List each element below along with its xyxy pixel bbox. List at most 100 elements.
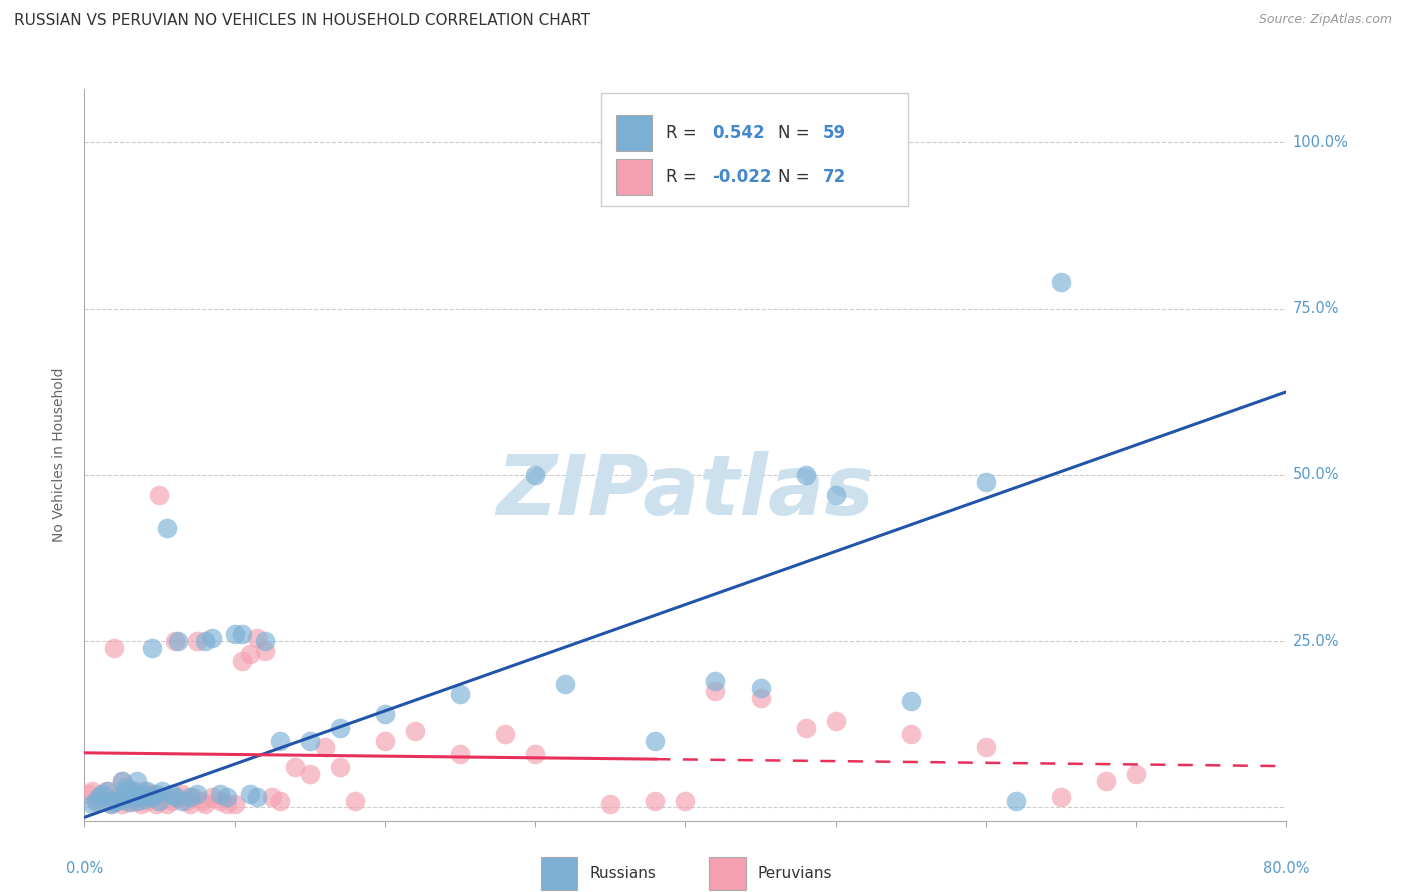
Text: 75.0%: 75.0% <box>1292 301 1339 316</box>
Point <box>100 797 122 811</box>
Point <box>148 488 170 502</box>
Point <box>208 794 231 808</box>
Text: N =: N = <box>778 168 815 186</box>
Bar <box>616 115 652 152</box>
Point <box>156 797 179 811</box>
Point <box>107 790 129 805</box>
Point <box>131 790 153 805</box>
Point <box>80 797 103 811</box>
Point <box>111 773 134 788</box>
Point <box>96 783 118 797</box>
Point <box>374 707 396 722</box>
Point <box>125 794 148 808</box>
Point <box>524 467 547 482</box>
Point <box>374 734 396 748</box>
Point <box>644 734 666 748</box>
Bar <box>710 857 745 889</box>
Point <box>121 795 143 809</box>
Point <box>179 790 201 805</box>
Point <box>103 640 125 655</box>
Point <box>201 631 224 645</box>
Text: RUSSIAN VS PERUVIAN NO VEHICLES IN HOUSEHOLD CORRELATION CHART: RUSSIAN VS PERUVIAN NO VEHICLES IN HOUSE… <box>14 13 591 29</box>
Point <box>181 790 204 805</box>
Point <box>794 467 817 482</box>
Point <box>1095 773 1118 788</box>
Point <box>494 727 516 741</box>
Point <box>524 747 547 761</box>
Point <box>675 794 697 808</box>
Point <box>314 740 336 755</box>
Point <box>298 734 321 748</box>
Point <box>208 787 231 801</box>
Point <box>152 790 174 805</box>
Point <box>298 767 321 781</box>
Point <box>201 790 224 805</box>
Point <box>194 797 217 811</box>
Bar <box>616 159 652 195</box>
Point <box>145 797 167 811</box>
Point <box>121 787 143 801</box>
Point <box>1125 767 1147 781</box>
Point <box>86 794 108 808</box>
Bar <box>541 857 578 889</box>
Point <box>974 740 997 755</box>
Point <box>269 734 291 748</box>
Point <box>122 783 145 797</box>
Point <box>824 714 846 728</box>
Point <box>246 790 269 805</box>
Point <box>253 634 276 648</box>
Point <box>449 747 471 761</box>
Text: -0.022: -0.022 <box>711 168 772 186</box>
Point <box>141 790 163 805</box>
Point <box>749 681 772 695</box>
Point <box>136 794 159 808</box>
Point <box>239 787 262 801</box>
Point <box>1050 790 1073 805</box>
Point <box>269 794 291 808</box>
Point <box>103 795 125 809</box>
Point <box>96 783 118 797</box>
Point <box>194 634 217 648</box>
Point <box>900 694 922 708</box>
Point <box>80 783 103 797</box>
Point <box>114 783 136 797</box>
Text: 50.0%: 50.0% <box>1292 467 1339 483</box>
Point <box>134 792 156 806</box>
Point <box>329 760 352 774</box>
Point <box>239 648 262 662</box>
Point <box>170 787 193 801</box>
Point <box>145 787 167 801</box>
Point <box>217 790 239 805</box>
Point <box>134 783 156 797</box>
Text: 59: 59 <box>823 124 845 142</box>
Text: 80.0%: 80.0% <box>1263 861 1310 876</box>
Point <box>118 790 141 805</box>
Point <box>262 790 284 805</box>
Point <box>134 787 156 801</box>
Text: 25.0%: 25.0% <box>1292 633 1339 648</box>
Text: R =: R = <box>666 168 702 186</box>
Point <box>404 723 426 738</box>
Point <box>246 631 269 645</box>
Text: Source: ZipAtlas.com: Source: ZipAtlas.com <box>1258 13 1392 27</box>
Point <box>91 787 114 801</box>
Point <box>329 721 352 735</box>
Point <box>1005 794 1028 808</box>
Y-axis label: No Vehicles in Household: No Vehicles in Household <box>52 368 66 542</box>
Point <box>89 790 111 805</box>
Point <box>115 780 138 795</box>
Text: 100.0%: 100.0% <box>1292 135 1348 150</box>
Point <box>253 644 276 658</box>
Text: 0.542: 0.542 <box>711 124 765 142</box>
Point <box>111 773 134 788</box>
Point <box>115 794 138 808</box>
Point <box>125 790 148 805</box>
Point <box>231 627 253 641</box>
Point <box>141 640 163 655</box>
Point <box>160 794 183 808</box>
Text: Peruvians: Peruvians <box>758 866 832 880</box>
Point <box>231 654 253 668</box>
Point <box>186 787 208 801</box>
Point <box>111 797 134 811</box>
Point <box>179 797 201 811</box>
